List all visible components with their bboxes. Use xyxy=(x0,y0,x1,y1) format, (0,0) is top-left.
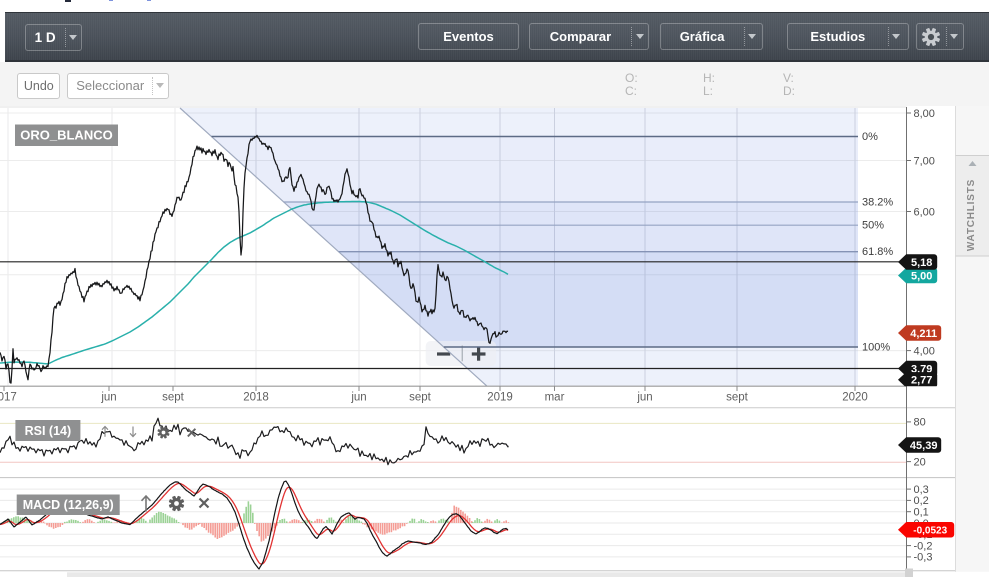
svg-text:2020: 2020 xyxy=(842,392,868,404)
svg-text:5,18: 5,18 xyxy=(911,257,932,269)
svg-text:WATCHLISTS: WATCHLISTS xyxy=(966,179,977,251)
svg-text:jun: jun xyxy=(100,392,116,404)
svg-text:mar: mar xyxy=(545,392,565,404)
svg-text:sept: sept xyxy=(409,392,432,404)
svg-text:8,00: 8,00 xyxy=(914,108,935,120)
svg-text:61.8%: 61.8% xyxy=(862,246,893,258)
svg-text:2018: 2018 xyxy=(243,392,269,404)
svg-text:2,77: 2,77 xyxy=(911,375,932,387)
svg-text:6,00: 6,00 xyxy=(914,206,935,218)
svg-text:0%: 0% xyxy=(862,131,878,143)
svg-text:20: 20 xyxy=(914,456,926,468)
svg-text:5,00: 5,00 xyxy=(911,270,932,282)
svg-text:-0,0523: -0,0523 xyxy=(913,526,947,537)
svg-text:ORO_BLANCO: ORO_BLANCO xyxy=(20,128,112,143)
svg-text:0,1: 0,1 xyxy=(914,507,929,519)
svg-text:7,00: 7,00 xyxy=(914,155,935,167)
svg-text:45,39: 45,39 xyxy=(910,440,938,452)
svg-text:RSI (14): RSI (14) xyxy=(25,424,72,438)
svg-text:50%: 50% xyxy=(862,220,884,232)
svg-text:sept: sept xyxy=(726,392,749,404)
svg-text:4,211: 4,211 xyxy=(910,328,937,340)
svg-text:0,2: 0,2 xyxy=(914,495,929,507)
svg-text:2017: 2017 xyxy=(0,392,17,404)
svg-text:2019: 2019 xyxy=(487,392,513,404)
svg-text:0,3: 0,3 xyxy=(914,484,929,496)
svg-text:-0,2: -0,2 xyxy=(914,540,933,552)
svg-text:100%: 100% xyxy=(862,342,890,354)
svg-text:MACD (12,26,9): MACD (12,26,9) xyxy=(23,498,114,512)
svg-text:4,00: 4,00 xyxy=(914,345,935,357)
svg-text:sept: sept xyxy=(162,392,185,404)
svg-text:jun: jun xyxy=(350,392,366,404)
svg-text:-0,3: -0,3 xyxy=(914,552,933,564)
svg-text:80: 80 xyxy=(914,417,926,429)
svg-text:38.2%: 38.2% xyxy=(862,197,893,209)
svg-text:jun: jun xyxy=(636,392,652,404)
